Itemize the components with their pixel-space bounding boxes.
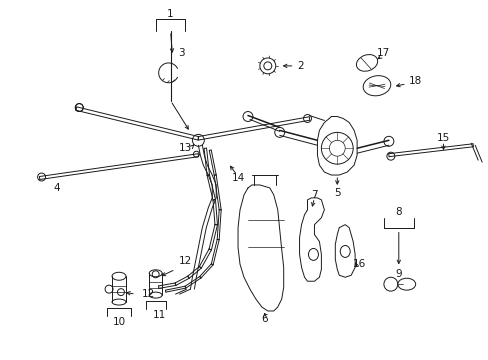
Text: 13: 13	[179, 143, 192, 153]
Text: 5: 5	[333, 188, 340, 198]
Text: 11: 11	[153, 310, 166, 320]
Text: 9: 9	[395, 269, 401, 279]
Text: 2: 2	[297, 61, 304, 71]
Text: 10: 10	[112, 317, 125, 327]
Text: 1: 1	[167, 9, 174, 19]
Text: 8: 8	[395, 207, 401, 217]
Text: 7: 7	[310, 190, 317, 200]
Text: 6: 6	[261, 314, 267, 324]
Text: 17: 17	[377, 48, 390, 58]
Text: 14: 14	[231, 173, 244, 183]
Text: 16: 16	[352, 259, 365, 269]
Text: 3: 3	[178, 48, 185, 58]
Text: 4: 4	[53, 183, 60, 193]
Text: 15: 15	[436, 133, 449, 143]
Circle shape	[75, 104, 83, 112]
Text: 12: 12	[142, 289, 155, 299]
Text: 12: 12	[179, 256, 192, 266]
Text: 18: 18	[408, 76, 421, 86]
